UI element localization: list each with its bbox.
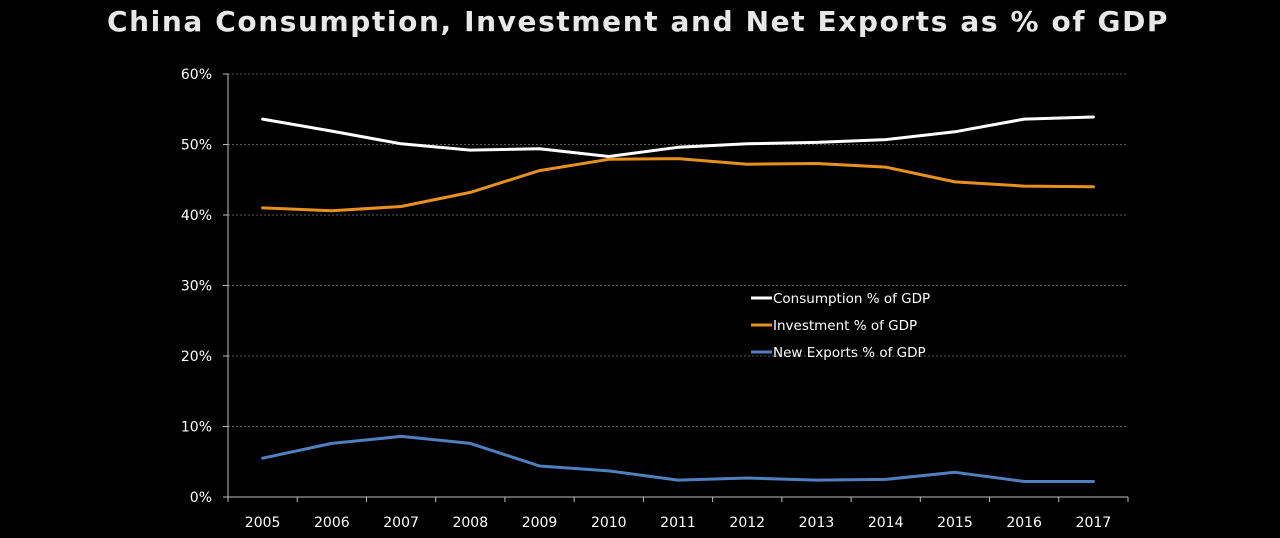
legend: Consumption % of GDP Investment % of GDP N… xyxy=(751,291,930,361)
x-tick-label: 2017 xyxy=(1076,515,1112,531)
chart-title: China Consumption, Investment and Net Ex… xyxy=(107,5,1169,38)
series-line-3 xyxy=(261,434,1095,483)
legend-label: New Exports % of GDP xyxy=(773,345,926,361)
x-tick-label: 2008 xyxy=(452,515,488,531)
x-axis-ticks: 2005 2006 2007 2008 2009 2010 2011 2012 2013 2014… xyxy=(227,497,1129,531)
y-axis-ticks: 0% 10% 20% 30% 40% 50% 60% xyxy=(181,67,228,506)
y-tick-label: 10% xyxy=(181,420,212,436)
y-tick-label: 40% xyxy=(181,208,212,224)
y-tick-label: 0% xyxy=(190,490,212,506)
x-tick-label: 2013 xyxy=(799,515,835,531)
series-lines xyxy=(261,115,1095,483)
y-tick-label: 20% xyxy=(181,349,212,365)
x-tick-label: 2009 xyxy=(522,515,558,531)
x-tick-label: 2006 xyxy=(314,515,350,531)
series-line-1 xyxy=(261,115,1095,158)
x-tick-label: 2005 xyxy=(245,515,281,531)
x-tick-label: 2012 xyxy=(729,515,765,531)
y-tick-label: 60% xyxy=(181,67,212,83)
series-line-2 xyxy=(261,157,1095,213)
x-tick-label: 2007 xyxy=(383,515,419,531)
legend-label: Investment % of GDP xyxy=(773,318,917,334)
gridlines xyxy=(228,73,1128,427)
x-tick-label: 2015 xyxy=(937,515,973,531)
y-tick-label: 30% xyxy=(181,279,212,295)
legend-label: Consumption % of GDP xyxy=(773,291,930,307)
y-tick-label: 50% xyxy=(181,138,212,154)
x-tick-label: 2016 xyxy=(1006,515,1042,531)
x-tick-label: 2010 xyxy=(591,515,627,531)
x-tick-label: 2011 xyxy=(660,515,696,531)
x-tick-label: 2014 xyxy=(868,515,904,531)
